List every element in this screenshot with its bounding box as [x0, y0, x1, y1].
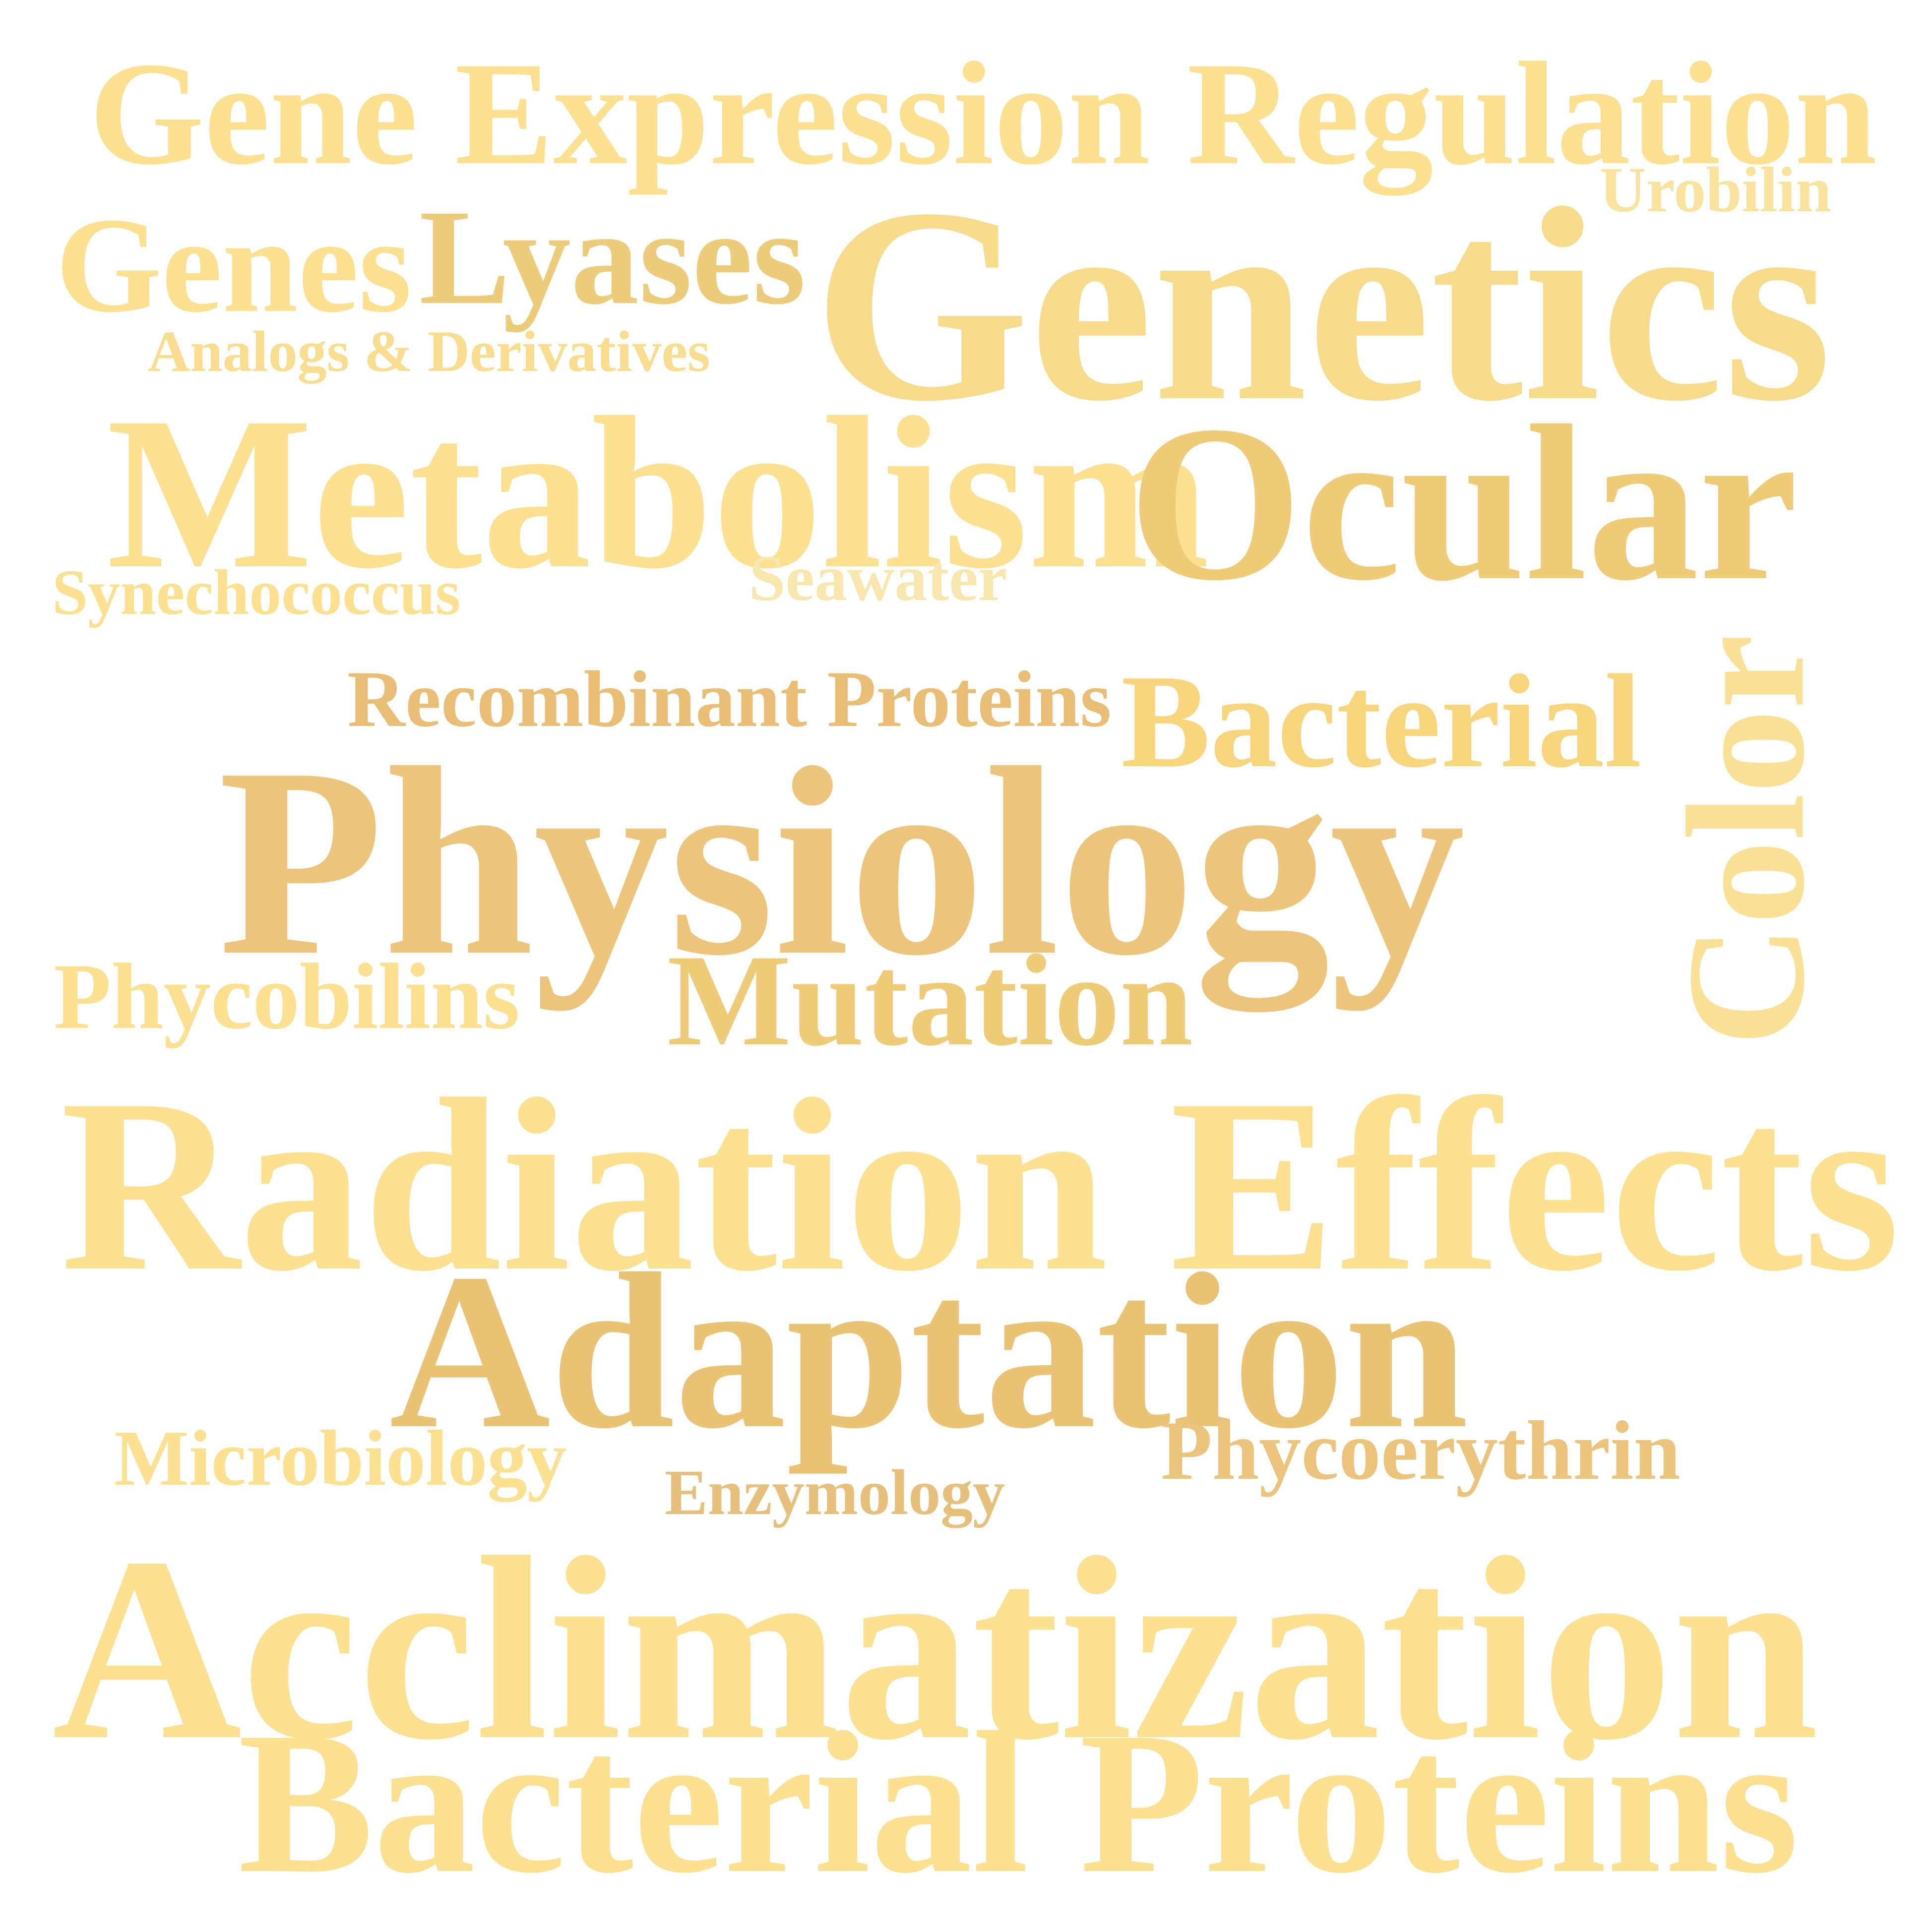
- word-phycobilins: Phycobilins: [54, 945, 520, 1049]
- word-gene-expression-regulation: Gene Expression Regulation: [89, 32, 1877, 195]
- word-genes: Genes: [56, 190, 412, 341]
- word-urobilin: Urobilin: [1600, 154, 1832, 226]
- word-analogs-derivatives: Analogs & Derivatives: [148, 319, 710, 384]
- word-physiology: Physiology: [218, 712, 1465, 1011]
- word-ocular: Ocular: [1128, 380, 1798, 627]
- word-phycoerythrin: Phycoerythrin: [1161, 1404, 1681, 1497]
- word-metabolism: Metabolism: [107, 372, 1210, 614]
- word-genetics: Genetics: [813, 151, 1832, 459]
- word-seawater: Seawater: [749, 542, 1007, 614]
- word-recombinant-proteins: Recombinant Proteins: [347, 655, 1112, 744]
- word-enzymology: Enzymology: [665, 1457, 1005, 1528]
- word-mutation: Mutation: [667, 928, 1193, 1073]
- word-radiation-effects: Radiation Effects: [61, 1048, 1900, 1323]
- word-acclimatization: Acclimatization: [52, 1503, 1819, 1794]
- word-lyases: Lyases: [419, 182, 806, 333]
- word-bacterial-proteins: Bacterial Proteins: [238, 1690, 1799, 1915]
- word-adaptation: Adaptation: [389, 1228, 1469, 1475]
- word-color: Color: [1652, 634, 1839, 1046]
- word-synechococcus: Synechococcus: [52, 557, 461, 628]
- word-bacterial: Bacterial: [1121, 647, 1642, 795]
- word-microbiology: Microbiology: [114, 1414, 567, 1502]
